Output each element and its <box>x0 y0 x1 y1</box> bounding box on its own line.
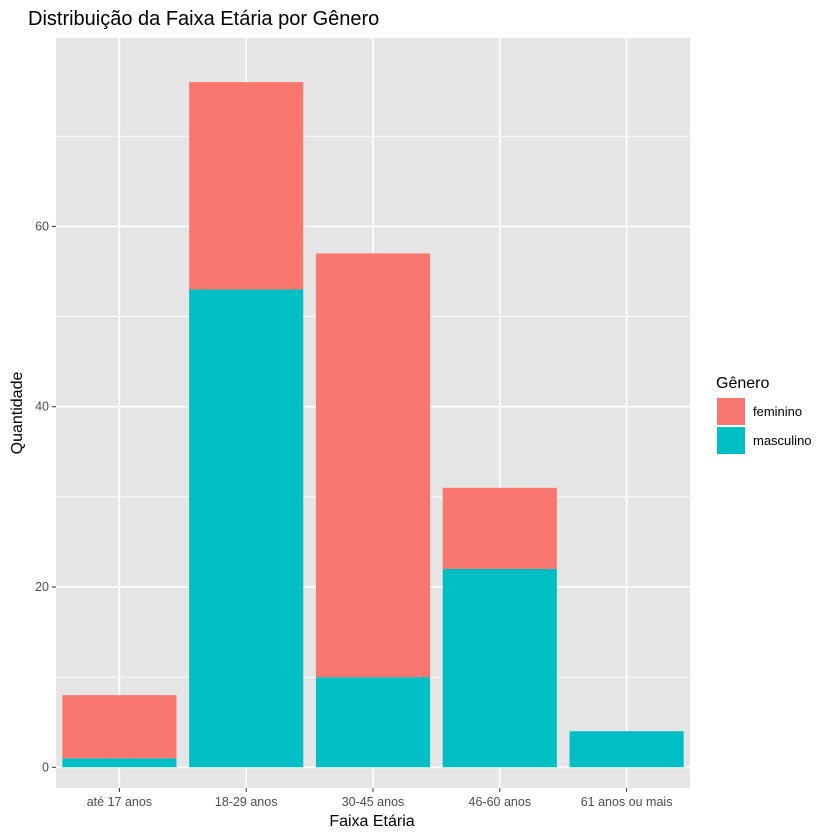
x-tick-label: até 17 anos <box>87 795 152 809</box>
chart-title: Distribuição da Faixa Etária por Gênero <box>28 8 379 30</box>
y-tick-label: 40 <box>35 400 49 414</box>
legend-key-feminino <box>717 398 745 425</box>
bar-masculino <box>315 677 431 768</box>
x-tick-label: 61 anos ou mais <box>581 795 673 809</box>
bars <box>62 82 684 768</box>
legend-title: Gênero <box>716 375 769 392</box>
legend-key-masculino <box>717 427 745 454</box>
x-tick-label: 18-29 anos <box>215 795 278 809</box>
bar-masculino <box>569 731 684 768</box>
y-axis: 0 20 40 60 <box>35 219 56 774</box>
x-axis: até 17 anos 18-29 anos 30-45 anos 46-60 ano… <box>87 788 673 809</box>
x-axis-title: Faixa Etária <box>329 813 414 830</box>
legend: Gênero feminino masculino <box>716 375 812 454</box>
y-tick-label: 60 <box>35 219 49 233</box>
bar-feminino <box>442 487 557 569</box>
bar-feminino <box>315 253 431 678</box>
bar-feminino <box>189 82 304 290</box>
y-axis-title: Quantidade <box>9 372 26 455</box>
legend-label-masculino: masculino <box>753 433 812 448</box>
legend-label-feminino: feminino <box>753 404 802 419</box>
x-tick-label: 46-60 anos <box>469 795 532 809</box>
y-tick-label: 20 <box>35 580 49 594</box>
x-tick-label: 30-45 anos <box>342 795 405 809</box>
bar-masculino <box>62 758 177 768</box>
bar-feminino <box>62 695 177 759</box>
bar-masculino <box>189 289 304 768</box>
bar-masculino <box>442 568 557 768</box>
y-tick-label: 0 <box>42 760 49 774</box>
